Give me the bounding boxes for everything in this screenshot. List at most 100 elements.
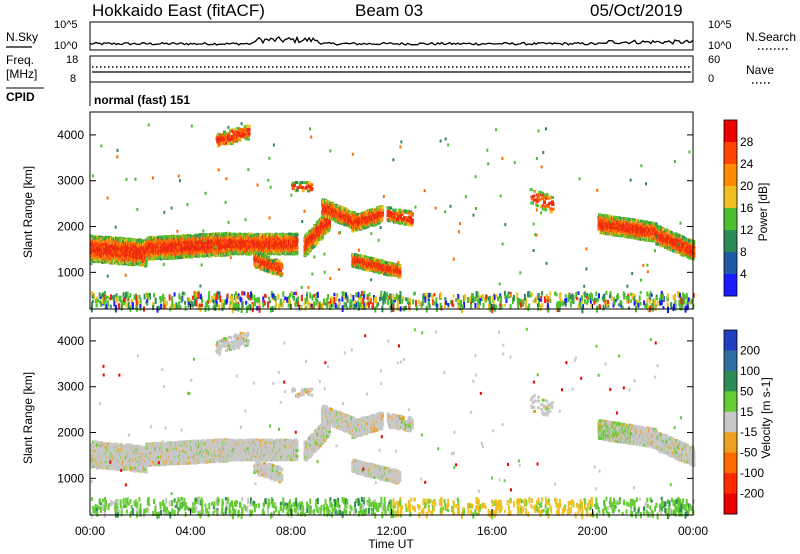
- data-cell: [254, 262, 258, 266]
- data-cell: [295, 238, 299, 242]
- data-cell: [133, 247, 137, 251]
- data-cell: [185, 247, 189, 250]
- freq-panel-frame: [89, 55, 694, 83]
- data-cell: [110, 244, 114, 248]
- data-cell: [117, 240, 120, 244]
- plot-title: Hokkaido East (fitACF): [92, 1, 265, 20]
- data-cell: [181, 246, 185, 250]
- data-cell: [230, 251, 234, 255]
- data-cell: [200, 252, 204, 256]
- freq-panel: Freq. [MHz] 18 8 60 0 Nave: [6, 53, 774, 85]
- nave-tick-bottom: 0: [708, 73, 714, 85]
- beam-label: Beam 03: [355, 1, 423, 20]
- data-cell: [316, 240, 320, 244]
- data-cell: [240, 235, 244, 239]
- data-cell: [128, 237, 132, 241]
- data-cell: [254, 251, 258, 255]
- data-cell: [294, 235, 298, 239]
- data-cell: [136, 250, 140, 254]
- data-cell: [277, 259, 281, 263]
- data-cell: [107, 246, 111, 250]
- data-cell: [122, 237, 126, 241]
- cpid-panel: CPID normal (fast) 151: [6, 82, 190, 107]
- noise-right-label: N.Search: [746, 30, 796, 44]
- data-cell: [320, 236, 324, 240]
- data-cell: [144, 261, 148, 265]
- data-cell: [178, 256, 182, 260]
- freq-label-2: [MHz]: [6, 67, 37, 81]
- data-cell: [294, 243, 298, 247]
- freq-label-1: Freq.: [6, 53, 34, 67]
- data-cell: [195, 239, 199, 243]
- data-cell: [280, 272, 284, 276]
- data-cell: [280, 263, 284, 267]
- noise-left-tick-bottom: 10^0: [54, 40, 78, 52]
- data-cell: [107, 249, 111, 252]
- data-cell: [175, 256, 179, 260]
- noise-left-label: N.Sky: [6, 30, 38, 44]
- data-cell: [267, 269, 271, 273]
- data-cell: [257, 253, 261, 257]
- data-cell: [223, 253, 227, 257]
- data-cell: [253, 258, 257, 262]
- data-cell: [120, 246, 124, 250]
- nave-label: Nave: [746, 63, 774, 77]
- data-cell: [127, 262, 131, 266]
- noise-right-tick-bottom: 10^0: [708, 40, 732, 52]
- data-cell: [173, 256, 177, 260]
- data-cell: [239, 233, 243, 236]
- data-cell: [210, 236, 214, 240]
- data-cell: [189, 249, 193, 253]
- data-cell: [295, 246, 299, 250]
- data-cell: [260, 233, 264, 237]
- data-cell: [93, 258, 97, 262]
- data-cell: [119, 236, 122, 240]
- data-cell: [295, 248, 299, 252]
- noise-panel: N.Sky 10^5 10^0 10^5 10^0 N.Search: [6, 19, 796, 52]
- data-cell: [295, 252, 299, 256]
- noise-panel-frame: [89, 21, 694, 51]
- data-cell: [305, 244, 309, 248]
- noise-left-tick-top: 10^5: [54, 19, 78, 31]
- data-cell: [181, 248, 185, 252]
- data-cell: [95, 241, 99, 245]
- data-cell: [275, 263, 278, 267]
- data-cell: [132, 251, 136, 255]
- data-cell: [120, 256, 124, 260]
- data-cell: [272, 270, 276, 274]
- noise-right-tick-top: 10^5: [708, 19, 732, 31]
- data-cell: [221, 247, 225, 250]
- data-cell: [183, 241, 187, 244]
- cpid-label: CPID: [6, 90, 35, 104]
- data-cell: [209, 233, 212, 237]
- data-cell: [280, 266, 284, 270]
- data-cell: [273, 266, 277, 269]
- data-cell: [210, 246, 214, 250]
- data-cell: [259, 261, 263, 264]
- data-cell: [241, 241, 245, 244]
- data-cell: [267, 255, 271, 259]
- data-cell: [177, 246, 181, 250]
- nave-tick-top: 60: [708, 54, 720, 66]
- data-cell: [144, 264, 148, 268]
- data-cell: [144, 240, 147, 244]
- cpid-value: normal (fast) 151: [94, 93, 190, 107]
- data-cell: [217, 242, 221, 246]
- data-cell: [161, 253, 165, 257]
- data-cell: [279, 269, 282, 273]
- power-data: [90, 122, 696, 314]
- freq-tick-bottom: 8: [70, 73, 76, 85]
- data-cell: [151, 237, 155, 241]
- data-cell: [92, 260, 96, 264]
- data-cell: [263, 255, 267, 258]
- data-cell: [265, 232, 269, 236]
- date-label: 05/Oct/2019: [590, 1, 683, 20]
- data-cell: [224, 241, 228, 245]
- data-cell: [254, 237, 258, 241]
- noise-sky-trace: [89, 35, 694, 46]
- data-cell: [188, 234, 192, 237]
- data-cell: [295, 233, 299, 237]
- freq-tick-top: 18: [66, 54, 78, 66]
